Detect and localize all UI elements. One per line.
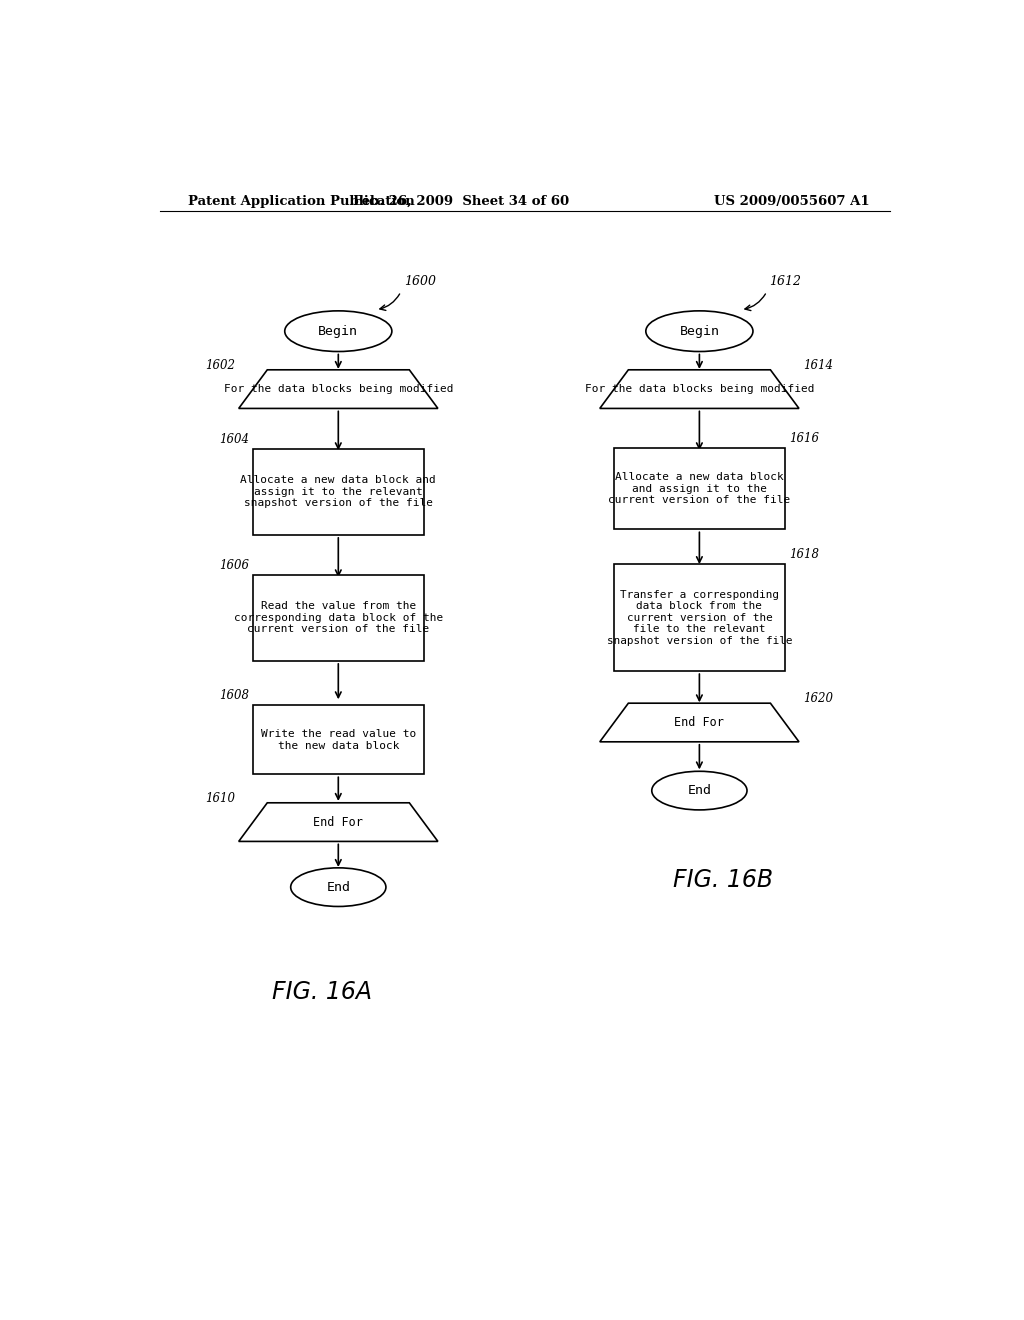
Text: Begin: Begin [318, 325, 358, 338]
Text: Transfer a corresponding
data block from the
current version of the
file to the : Transfer a corresponding data block from… [606, 590, 793, 645]
Ellipse shape [651, 771, 746, 810]
Text: FIG. 16B: FIG. 16B [673, 869, 773, 892]
Text: Allocate a new data block and
assign it to the relevant
snapshot version of the : Allocate a new data block and assign it … [241, 475, 436, 508]
Text: End For: End For [675, 715, 724, 729]
Polygon shape [600, 370, 799, 408]
Text: 1610: 1610 [205, 792, 234, 805]
Text: End For: End For [313, 816, 364, 829]
Text: End: End [687, 784, 712, 797]
Text: Allocate a new data block
and assign it to the
current version of the file: Allocate a new data block and assign it … [608, 473, 791, 506]
Text: 1620: 1620 [803, 692, 833, 705]
Text: End: End [327, 880, 350, 894]
Text: 1606: 1606 [219, 558, 249, 572]
Text: Feb. 26, 2009  Sheet 34 of 60: Feb. 26, 2009 Sheet 34 of 60 [353, 194, 569, 207]
Polygon shape [239, 370, 438, 408]
Text: 1616: 1616 [788, 432, 818, 445]
Polygon shape [239, 803, 438, 841]
Text: 1608: 1608 [219, 689, 249, 702]
Text: 1600: 1600 [404, 276, 436, 289]
Text: For the data blocks being modified: For the data blocks being modified [585, 384, 814, 395]
Text: 1602: 1602 [205, 359, 234, 372]
Text: Begin: Begin [679, 325, 720, 338]
Ellipse shape [646, 312, 753, 351]
Ellipse shape [285, 312, 392, 351]
Text: FIG. 16A: FIG. 16A [272, 979, 373, 1003]
Ellipse shape [291, 867, 386, 907]
Text: 1614: 1614 [803, 359, 833, 372]
Text: Write the read value to
the new data block: Write the read value to the new data blo… [261, 729, 416, 751]
Bar [253, 574, 424, 661]
Polygon shape [600, 704, 799, 742]
Bar [253, 449, 424, 535]
Text: US 2009/0055607 A1: US 2009/0055607 A1 [715, 194, 870, 207]
Text: 1618: 1618 [788, 548, 818, 561]
Bar [614, 447, 784, 529]
Text: Read the value from the
corresponding data block of the
current version of the f: Read the value from the corresponding da… [233, 601, 443, 635]
Text: For the data blocks being modified: For the data blocks being modified [223, 384, 453, 395]
Text: 1612: 1612 [769, 276, 801, 289]
Bar [253, 705, 424, 775]
Bar [614, 565, 784, 671]
Text: Patent Application Publication: Patent Application Publication [187, 194, 415, 207]
Text: 1604: 1604 [219, 433, 249, 446]
